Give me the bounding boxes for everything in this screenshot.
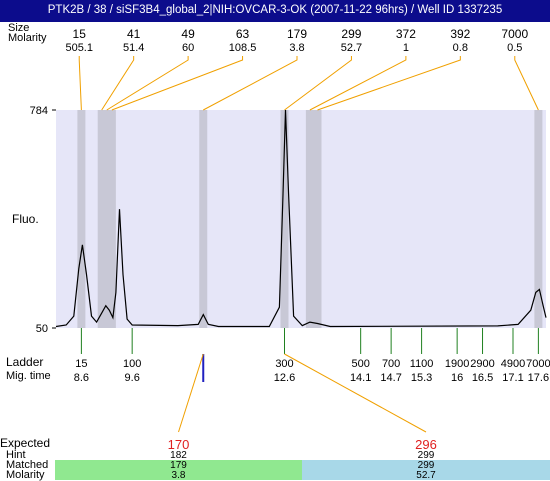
ladder-size-label: 100 [123, 358, 141, 370]
peak-molarity-label: 1 [403, 42, 409, 54]
ladder-time-label: 16 [451, 372, 463, 384]
row-label-hint: Hint [6, 449, 26, 461]
ladder-time-label: 15.3 [411, 372, 432, 384]
matched-value: 179 [170, 460, 187, 471]
ladder-size-label: 1100 [410, 358, 434, 370]
y-tick-label: 784 [30, 105, 48, 117]
peak-molarity-label: 3.8 [289, 42, 304, 54]
expected-callout-line [178, 353, 204, 433]
expected-callout-line [284, 353, 427, 433]
y-tick-label: 50 [36, 323, 48, 335]
peak-callout-line [78, 56, 82, 111]
ladder-time-label: 16.5 [472, 372, 493, 384]
chart-header: PTK2B / 38 / siSF3B4_global_2|NIH:OVCAR-… [0, 0, 550, 22]
ladder-time-label: 9.6 [125, 372, 140, 384]
peak-band [534, 110, 543, 328]
fluorescence-trace [55, 109, 547, 328]
ladder-size-label: 300 [275, 358, 293, 370]
expected-value: 296 [415, 437, 437, 452]
expected-value: 170 [168, 437, 190, 452]
peak-size-label: 63 [236, 27, 250, 41]
peak-band [280, 110, 289, 328]
peak-band [97, 110, 106, 328]
ladder-size-label: 1900 [445, 358, 469, 370]
peak-callout-line [309, 56, 407, 111]
peak-band [313, 110, 322, 328]
ladder-time-label: 14.7 [380, 372, 401, 384]
peak-size-label: 7000 [501, 27, 528, 41]
chart-title: PTK2B / 38 / siSF3B4_global_2|NIH:OVCAR-… [47, 4, 503, 16]
peak-molarity-label: 51.4 [123, 42, 144, 54]
peak-band [199, 110, 208, 328]
peak-callout-line [514, 56, 539, 111]
peak-size-label: 15 [73, 27, 87, 41]
peak-callout-line [203, 56, 298, 111]
ladder-size-label: 15 [75, 358, 87, 370]
peak-callout-line [317, 56, 461, 111]
ladder-size-label: 700 [382, 358, 400, 370]
peak-molarity-label: 60 [182, 42, 194, 54]
peak-band [102, 110, 111, 328]
ladder-time-label: 14.1 [350, 372, 371, 384]
peak-molarity-label: 52.7 [341, 42, 362, 54]
peak-molarity-label: 0.5 [507, 42, 522, 54]
peak-molarity-label: 0.8 [453, 42, 468, 54]
matched-box [302, 460, 550, 480]
row-label-matched: Matched [6, 459, 49, 471]
peak-molarity-label: 108.5 [229, 42, 257, 54]
y-axis-label: Fluo. [12, 212, 39, 226]
ladder-time-label: 12.6 [274, 372, 295, 384]
hint-value: 299 [418, 450, 435, 461]
peak-callout-line [111, 56, 244, 111]
matched-molarity-value: 3.8 [172, 470, 186, 480]
row-label-mig-time: Mig. time [6, 370, 51, 382]
matched-molarity-value: 52.7 [416, 470, 436, 480]
ladder-size-label: 7000 [526, 358, 550, 370]
ladder-size-label: 4900 [501, 358, 525, 370]
plot-area [56, 110, 546, 328]
ladder-time-label: 8.6 [74, 372, 89, 384]
hint-value: 182 [170, 450, 187, 461]
peak-size-label: 49 [181, 27, 195, 41]
peak-callout-line [101, 56, 135, 111]
matched-value: 299 [418, 460, 435, 471]
peak-molarity-label: 505.1 [65, 42, 93, 54]
row-label-molarity: Molarity [6, 469, 45, 481]
row-label-molarity-top: Molarity [8, 32, 47, 44]
peak-size-label: 179 [287, 27, 307, 41]
peak-size-label: 41 [127, 27, 141, 41]
ladder-time-label: 17.1 [502, 372, 523, 384]
peak-size-label: 299 [341, 27, 361, 41]
ladder-size-label: 500 [351, 358, 369, 370]
ladder-time-label: 17.6 [528, 372, 549, 384]
peak-size-label: 372 [396, 27, 416, 41]
peak-callout-line [284, 56, 352, 111]
matched-box [55, 460, 302, 480]
ladder-size-label: 2900 [470, 358, 494, 370]
row-label-expected: Expected [0, 436, 51, 450]
row-label-ladder: Ladder [6, 355, 44, 369]
peak-band [305, 110, 314, 328]
row-label-size: Size [8, 22, 30, 34]
peak-band [107, 110, 116, 328]
peak-size-label: 392 [450, 27, 470, 41]
peak-band [77, 110, 86, 328]
peak-callout-line [106, 56, 189, 111]
